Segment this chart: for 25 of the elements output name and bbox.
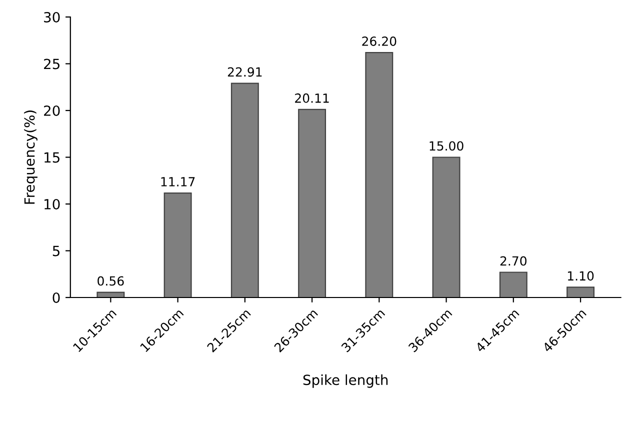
x-axis-title: Spike length bbox=[303, 374, 388, 388]
data-label: 11.17 bbox=[161, 177, 195, 186]
bar bbox=[164, 192, 192, 298]
data-label: 26.20 bbox=[362, 36, 396, 46]
data-label: 15.00 bbox=[430, 141, 464, 151]
data-label: 22.91 bbox=[228, 67, 262, 77]
y-axis-title: Frequency(%) bbox=[24, 110, 38, 204]
y-tick-label: 30 bbox=[44, 12, 60, 22]
y-tick-label: 10 bbox=[44, 198, 60, 210]
y-tick-label: 25 bbox=[44, 58, 60, 70]
y-tick-label: 20 bbox=[44, 105, 60, 116]
bar bbox=[298, 108, 326, 298]
y-tick-label: 5 bbox=[52, 246, 60, 256]
bar bbox=[432, 156, 460, 298]
bar bbox=[230, 82, 259, 298]
y-tick-label: 15 bbox=[44, 152, 60, 163]
data-label: 2.70 bbox=[500, 256, 526, 266]
bar bbox=[566, 286, 595, 298]
data-label: 0.56 bbox=[98, 276, 124, 286]
bar bbox=[499, 272, 528, 298]
bar bbox=[365, 52, 394, 298]
y-tick-label: 0 bbox=[52, 292, 60, 303]
data-label: 20.11 bbox=[295, 93, 329, 103]
bar bbox=[96, 292, 125, 298]
data-label: 1.10 bbox=[568, 271, 594, 281]
